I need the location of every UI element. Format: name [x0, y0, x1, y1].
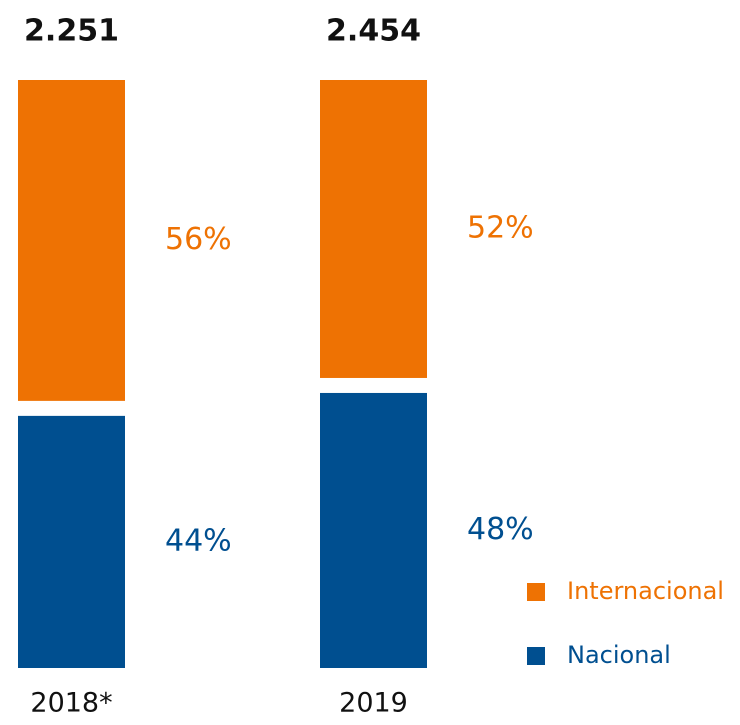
total-label: 2.454: [326, 14, 421, 49]
value-label: 48%: [467, 512, 534, 547]
bar-segment: [18, 415, 125, 668]
bar-segment: [18, 80, 125, 401]
value-label: 44%: [165, 523, 232, 558]
bar-segment: [320, 392, 427, 668]
legend-swatch: [527, 647, 545, 665]
value-label: 52%: [467, 210, 534, 245]
legend-label: Internacional: [567, 577, 724, 605]
legend-swatch: [527, 583, 545, 601]
legend-label: Nacional: [567, 641, 671, 669]
value-label: 56%: [165, 222, 232, 257]
x-tick-label: 2019: [339, 688, 408, 719]
bar-segment: [320, 80, 427, 378]
x-tick-label: 2018*: [30, 688, 112, 719]
total-label: 2.251: [24, 14, 119, 49]
